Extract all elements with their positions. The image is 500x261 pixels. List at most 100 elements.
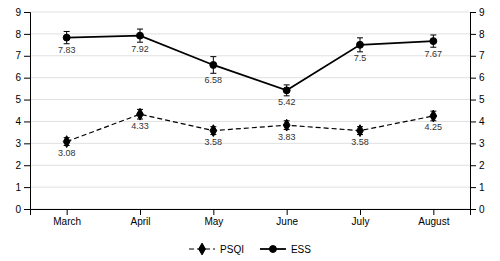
tick-mark	[24, 187, 30, 188]
axis-line	[24, 13, 31, 210]
tick: 9	[470, 7, 485, 18]
tick-label: March	[53, 216, 81, 227]
tick: 2	[470, 160, 485, 171]
tick-label: 7	[479, 50, 485, 61]
data-label: 6.58	[205, 75, 223, 85]
tick-label: 0	[15, 204, 21, 215]
tick: June	[276, 209, 298, 227]
tick: 1	[470, 182, 485, 193]
marker	[137, 108, 144, 120]
tick-label: August	[418, 216, 449, 227]
series	[63, 29, 437, 96]
tick: 4	[15, 116, 30, 127]
tick: 5	[15, 94, 30, 105]
tick-mark	[67, 209, 68, 215]
tick-label: 4	[15, 116, 21, 127]
tick-label: 2	[15, 160, 21, 171]
error-bar-cap	[64, 43, 70, 44]
tick-mark	[470, 121, 476, 122]
tick-label: 5	[15, 94, 21, 105]
marks	[63, 29, 437, 147]
tick: 3	[470, 138, 485, 149]
tick: 1	[15, 182, 30, 193]
marker	[210, 61, 217, 68]
tick-label: May	[204, 216, 223, 227]
legend-marker	[269, 246, 276, 253]
legend-marker	[199, 243, 206, 255]
tick: July	[352, 209, 370, 227]
tick-mark	[470, 165, 476, 166]
data-label: 3.58	[205, 137, 223, 147]
tick-mark	[24, 209, 30, 210]
data-label: 7.83	[58, 45, 76, 55]
tick-mark	[470, 12, 476, 13]
tick: 2	[15, 160, 30, 171]
legend-label: ESS	[291, 244, 311, 255]
tick-mark	[287, 209, 288, 215]
error-bar-cap	[210, 73, 216, 74]
tick-mark	[470, 34, 476, 35]
x-axis: March April May June July August	[31, 209, 471, 227]
tick: 8	[470, 29, 485, 40]
tick: 4	[470, 116, 485, 127]
error-bar-cap	[64, 31, 70, 32]
tick-mark	[470, 187, 476, 188]
tick-mark	[360, 209, 361, 215]
legend-item: PSQI	[189, 243, 244, 255]
data-label: 7.67	[425, 49, 443, 59]
tick-label: 2	[479, 160, 485, 171]
tick-mark	[470, 56, 476, 57]
tick: 6	[15, 72, 30, 83]
tick-mark	[24, 34, 30, 35]
tick-mark	[140, 209, 141, 215]
grid-line	[30, 99, 470, 100]
tick-mark	[24, 78, 30, 79]
error-bar-cap	[137, 42, 143, 43]
tick: March	[53, 209, 81, 227]
error-bar	[357, 38, 363, 52]
error-bar-cap	[284, 95, 290, 96]
tick-mark	[470, 78, 476, 79]
tick-label: 3	[479, 138, 485, 149]
tick-mark	[24, 121, 30, 122]
data-label: 7.92	[131, 44, 149, 54]
tick-label: July	[352, 216, 370, 227]
tick: 8	[15, 29, 30, 40]
line	[67, 114, 434, 141]
marker	[357, 41, 364, 48]
tick-mark	[470, 100, 476, 101]
tick-label: 9	[15, 7, 21, 18]
grid	[30, 12, 470, 209]
data-label: 3.83	[278, 132, 296, 142]
plot: 01234567890123456789MarchAprilMayJuneJul…	[15, 7, 485, 227]
error-bar	[430, 35, 436, 47]
tick-label: 6	[15, 72, 21, 83]
tick: April	[130, 209, 150, 227]
tick-mark	[213, 209, 214, 215]
data-label: 7.5	[354, 53, 367, 63]
tick-mark	[24, 143, 30, 144]
error-bar	[137, 29, 143, 42]
tick-label: 5	[479, 94, 485, 105]
error-bar-cap	[430, 47, 436, 48]
tick-label: 0	[479, 204, 485, 215]
axis-line	[471, 13, 477, 210]
marker	[430, 38, 437, 45]
marker	[210, 125, 217, 137]
error-bar	[64, 31, 70, 43]
grid-line	[30, 12, 470, 13]
data-label: 4.33	[131, 121, 149, 131]
tick-label: 3	[15, 138, 21, 149]
tick-mark	[24, 165, 30, 166]
legend: PSQI ESS	[189, 243, 311, 255]
tick: 3	[15, 138, 30, 149]
error-bar-cap	[430, 34, 436, 35]
legend-item: ESS	[260, 244, 311, 255]
data-label: 3.08	[58, 148, 76, 158]
grid-line	[30, 187, 470, 188]
error-bar-cap	[210, 56, 216, 57]
tick-label: April	[130, 216, 150, 227]
tick: May	[204, 209, 223, 227]
data-label: 4.25	[425, 122, 443, 132]
grid-line	[30, 143, 470, 144]
